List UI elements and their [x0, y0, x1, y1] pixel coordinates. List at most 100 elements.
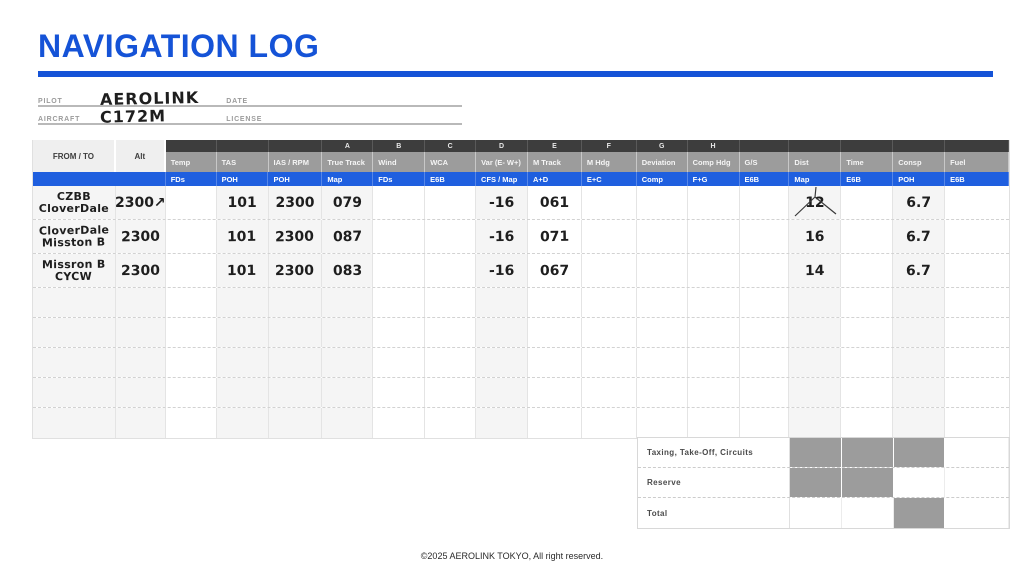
cell-m_track: 067: [527, 254, 582, 287]
cell-var: -16: [476, 186, 529, 219]
cell-value: 2300: [275, 262, 315, 279]
cell-consp: 6.7: [893, 254, 946, 287]
cell-true_track: [322, 378, 374, 407]
cell-var: [476, 378, 528, 407]
source-cell-comp_hdg: F+G: [688, 172, 740, 186]
cell-value: 061: [539, 194, 570, 211]
license-label: LICENSE: [226, 116, 263, 123]
cell-deviation: [636, 288, 688, 317]
cell-from_to: [33, 378, 116, 407]
cell-fuel: [945, 318, 1009, 347]
cell-time: [841, 378, 894, 407]
header-letter-temp: [165, 140, 217, 152]
cell-wind: [373, 288, 426, 317]
cell-wind: [373, 408, 426, 438]
cell-m_track: 071: [527, 220, 582, 253]
cell-wind: [373, 378, 426, 407]
header-letter-gs: [739, 140, 790, 152]
cell-temp: [165, 318, 217, 347]
cell-ias_rpm: 2300: [268, 186, 323, 219]
summary-cell: [841, 438, 894, 467]
cell-ias_rpm: 2300: [268, 220, 323, 253]
cell-wind: [373, 220, 426, 253]
cell-consp: [893, 288, 946, 317]
cell-value: 087: [332, 228, 363, 245]
cell-comp_hdg: [687, 220, 740, 253]
cell-alt: [115, 318, 166, 347]
header-letter-var: D: [476, 140, 528, 152]
source-cell-time: E6B: [841, 172, 894, 186]
cell-value: -16: [488, 228, 515, 245]
cell-tas: 101: [216, 220, 269, 253]
summary-cell: [893, 438, 946, 467]
cell-time: [841, 220, 894, 253]
summary-row: Taxing, Take-Off, Circuits: [638, 438, 1010, 468]
header-cell-consp: Consp: [893, 152, 946, 172]
summary-cell: [893, 468, 946, 497]
cell-value: 2300: [275, 228, 315, 245]
summary-cell: [945, 498, 1010, 528]
aircraft-value: C172M: [99, 106, 167, 127]
source-cell-gs: E6B: [740, 172, 790, 186]
cell-m_track: [527, 408, 582, 438]
cell-tas: [216, 288, 269, 317]
source-cell-ias_rpm: POH: [268, 172, 323, 186]
cell-alt: [115, 408, 166, 438]
header-col-ias_rpm: IAS / RPM: [268, 140, 323, 172]
cell-time: [841, 318, 894, 347]
cell-gs: [739, 318, 790, 347]
cell-true_track: [322, 318, 374, 347]
cell-consp: 6.7: [893, 220, 946, 253]
cell-value: 079: [332, 194, 363, 211]
header-cell-wind: Wind: [373, 152, 426, 172]
cell-dist: [789, 348, 842, 377]
cell-temp: [165, 186, 217, 219]
header-cell-gs: G/S: [739, 152, 790, 172]
summary-cell: [945, 438, 1010, 467]
cell-gs: [739, 288, 790, 317]
cell-dist: [789, 288, 842, 317]
cell-temp: [165, 348, 217, 377]
cell-var: [476, 408, 528, 438]
cell-deviation: [636, 378, 688, 407]
cell-tas: 101: [216, 186, 269, 219]
date-label: DATE: [226, 98, 248, 105]
cell-alt: 2300: [115, 220, 166, 253]
cell-time: [841, 254, 894, 287]
cell-time: [841, 186, 894, 219]
cell-gs: [739, 186, 790, 219]
header-letter-comp_hdg: H: [687, 140, 740, 152]
cell-wca: [425, 408, 477, 438]
cell-comp_hdg: [687, 186, 740, 219]
summary-cell: [841, 468, 894, 497]
leg-to: CYCW: [55, 269, 93, 283]
cell-wca: [425, 378, 477, 407]
header-cell-var: Var (E- W+): [476, 152, 528, 172]
cell-value: 2300: [275, 194, 315, 211]
table-row: [33, 378, 1009, 408]
cell-value: 071: [539, 228, 570, 245]
leg-from: Missron B: [42, 257, 106, 272]
cell-comp_hdg: [687, 348, 740, 377]
cell-dist: [789, 408, 842, 438]
cell-m_track: 061: [528, 186, 582, 219]
cell-wind: [373, 348, 426, 377]
cell-m_track: [527, 348, 582, 377]
cell-value: 083: [332, 262, 363, 279]
cell-value: 101: [227, 262, 257, 279]
cell-tas: [216, 348, 269, 377]
summary-label: Reserve: [638, 468, 791, 497]
cell-temp: [165, 254, 217, 287]
summary-table: Taxing, Take-Off, Circuits Reserve Total: [637, 437, 1010, 529]
header-col-temp: Temp: [165, 140, 217, 172]
page-footer: ©2025 AEROLINK TOKYO, All right reserved…: [420, 551, 604, 561]
pilot-date-row: PILOT AEROLINK DATE: [38, 88, 462, 109]
header-cell-wca: WCA: [425, 152, 477, 172]
source-cell-wca: E6B: [425, 172, 477, 186]
cell-from_to: [33, 408, 116, 438]
cell-dist: [789, 378, 842, 407]
leg-from: CZBB: [56, 189, 91, 203]
cell-true_track: [322, 408, 374, 438]
cell-true_track: 087: [322, 220, 374, 253]
header-col-dist: Dist: [789, 140, 842, 172]
